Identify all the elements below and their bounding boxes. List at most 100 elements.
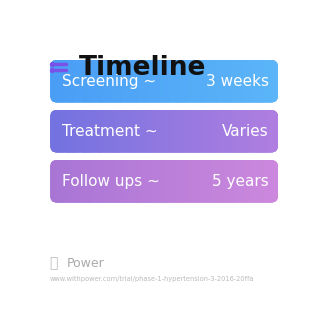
Bar — [173, 110, 174, 152]
Bar — [173, 60, 175, 102]
Bar — [251, 110, 252, 152]
Bar — [132, 160, 133, 202]
Bar — [273, 110, 274, 152]
Bar — [189, 60, 191, 102]
Bar — [228, 160, 230, 202]
Bar — [189, 160, 191, 202]
Bar — [175, 110, 176, 152]
Bar — [91, 110, 92, 152]
Bar — [97, 110, 98, 152]
Bar — [164, 160, 165, 202]
Bar — [57, 110, 58, 152]
Bar — [260, 110, 261, 152]
Bar — [237, 60, 238, 102]
Bar — [183, 110, 185, 152]
Bar — [114, 110, 115, 152]
Bar — [124, 60, 125, 102]
Bar — [230, 160, 231, 202]
Bar — [217, 60, 218, 102]
Bar — [114, 160, 115, 202]
Bar — [232, 110, 233, 152]
Bar — [145, 110, 147, 152]
Bar — [240, 110, 241, 152]
Bar — [194, 60, 195, 102]
Bar — [136, 110, 137, 152]
Bar — [233, 60, 234, 102]
Bar — [55, 60, 57, 102]
Bar — [197, 60, 198, 102]
Bar — [141, 160, 143, 202]
Bar — [108, 110, 109, 152]
Bar — [148, 60, 149, 102]
Bar — [176, 160, 177, 202]
Bar — [158, 160, 159, 202]
Bar — [205, 160, 206, 202]
Bar — [204, 110, 205, 152]
Bar — [199, 160, 200, 202]
Bar — [162, 60, 163, 102]
Bar — [253, 60, 254, 102]
Bar — [276, 60, 277, 102]
Bar — [237, 110, 238, 152]
Bar — [257, 60, 259, 102]
Bar — [276, 110, 277, 152]
Bar — [99, 110, 100, 152]
Bar — [95, 110, 96, 152]
Bar — [80, 160, 81, 202]
Bar — [234, 110, 235, 152]
Bar — [107, 160, 108, 202]
Bar — [129, 160, 130, 202]
Bar — [134, 110, 135, 152]
Bar — [191, 160, 192, 202]
Bar — [263, 60, 264, 102]
Bar — [187, 60, 188, 102]
Bar — [196, 160, 198, 202]
Bar — [126, 160, 127, 202]
Bar — [257, 110, 258, 152]
Bar — [243, 160, 244, 202]
Bar — [205, 110, 207, 152]
Bar — [267, 60, 268, 102]
Bar — [70, 160, 71, 202]
Bar — [183, 160, 184, 202]
Bar — [98, 60, 99, 102]
Bar — [90, 60, 91, 102]
Bar — [185, 60, 186, 102]
Bar — [215, 60, 217, 102]
Bar — [98, 160, 99, 202]
Bar — [177, 160, 178, 202]
Bar — [142, 160, 143, 202]
Bar — [111, 60, 112, 102]
Bar — [223, 160, 224, 202]
Bar — [135, 160, 137, 202]
Bar — [179, 110, 180, 152]
Bar — [52, 160, 53, 202]
Bar — [112, 60, 113, 102]
Bar — [57, 60, 58, 102]
Bar — [118, 60, 119, 102]
Bar — [155, 160, 156, 202]
Bar — [125, 60, 126, 102]
Bar — [213, 60, 214, 102]
Bar — [222, 160, 224, 202]
Bar — [216, 110, 217, 152]
Bar — [56, 160, 57, 202]
Bar — [267, 110, 268, 152]
Bar — [248, 60, 249, 102]
Bar — [211, 160, 212, 202]
Bar — [139, 110, 140, 152]
Bar — [214, 60, 215, 102]
Bar — [167, 60, 168, 102]
Bar — [98, 110, 99, 152]
Bar — [65, 60, 67, 102]
Bar — [181, 60, 182, 102]
Bar — [82, 110, 83, 152]
Bar — [94, 160, 95, 202]
Bar — [243, 110, 244, 152]
Bar — [155, 160, 156, 202]
Bar — [253, 160, 254, 202]
Bar — [240, 160, 241, 202]
Bar — [124, 160, 125, 202]
Bar — [245, 60, 246, 102]
Bar — [182, 60, 183, 102]
